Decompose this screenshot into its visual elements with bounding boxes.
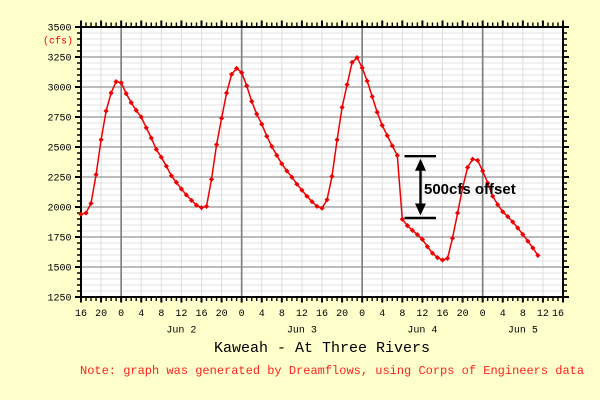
- svg-text:3000: 3000: [47, 84, 71, 95]
- svg-text:20: 20: [95, 309, 107, 320]
- svg-text:16: 16: [436, 309, 448, 320]
- svg-text:8: 8: [279, 309, 285, 320]
- svg-text:4: 4: [500, 309, 506, 320]
- svg-text:0: 0: [239, 309, 245, 320]
- svg-text:Jun 2: Jun 2: [166, 325, 196, 336]
- svg-text:Jun 3: Jun 3: [287, 325, 317, 336]
- svg-text:0: 0: [480, 309, 486, 320]
- svg-text:1750: 1750: [47, 234, 71, 245]
- svg-text:Jun 4: Jun 4: [407, 325, 437, 336]
- svg-text:4: 4: [138, 309, 144, 320]
- svg-text:Kaweah - At Three Rivers: Kaweah - At Three Rivers: [214, 340, 430, 357]
- svg-text:2500: 2500: [47, 144, 71, 155]
- svg-text:16: 16: [75, 309, 87, 320]
- svg-text:3500: 3500: [47, 24, 71, 35]
- svg-text:20: 20: [457, 309, 469, 320]
- svg-text:2750: 2750: [47, 114, 71, 125]
- svg-text:8: 8: [399, 309, 405, 320]
- svg-text:Note: graph was generated by D: Note: graph was generated by Dreamflows,…: [80, 364, 584, 378]
- svg-text:1500: 1500: [47, 264, 71, 275]
- svg-text:20: 20: [336, 309, 348, 320]
- svg-text:20: 20: [216, 309, 228, 320]
- svg-text:4: 4: [379, 309, 385, 320]
- svg-text:Jun 5: Jun 5: [508, 325, 538, 336]
- svg-text:12: 12: [416, 309, 428, 320]
- svg-text:4: 4: [259, 309, 265, 320]
- svg-text:12: 12: [175, 309, 187, 320]
- svg-text:3250: 3250: [47, 54, 71, 65]
- svg-text:0: 0: [359, 309, 365, 320]
- svg-text:12: 12: [537, 309, 549, 320]
- svg-text:16: 16: [316, 309, 328, 320]
- svg-text:8: 8: [158, 309, 164, 320]
- svg-text:16: 16: [195, 309, 207, 320]
- svg-text:0: 0: [118, 309, 124, 320]
- svg-text:2000: 2000: [47, 204, 71, 215]
- svg-text:2250: 2250: [47, 174, 71, 185]
- svg-text:(cfs): (cfs): [43, 36, 73, 48]
- svg-text:16: 16: [552, 309, 564, 320]
- svg-text:12: 12: [296, 309, 308, 320]
- svg-text:1250: 1250: [47, 294, 71, 305]
- svg-text:500cfs offset: 500cfs offset: [424, 181, 516, 198]
- svg-text:8: 8: [520, 309, 526, 320]
